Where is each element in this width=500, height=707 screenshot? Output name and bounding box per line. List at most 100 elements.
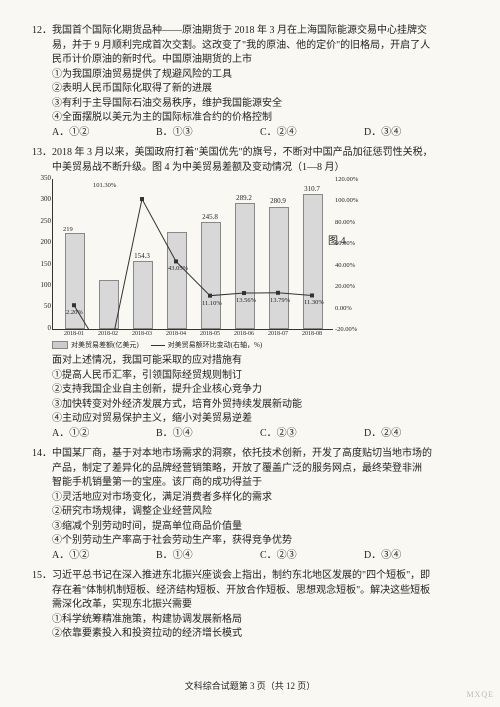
q13-o3: ③加快转变对外经济发展方式，培育外贸持续发展新动能: [32, 398, 468, 413]
page-footer: 文科综合试题第 3 页（共 12 页）: [0, 680, 500, 693]
q12-o2: ②表明人民币国际化取得了新的进展: [32, 82, 468, 97]
yright-tick: 20.00%: [335, 282, 367, 291]
line-series: [53, 179, 333, 329]
q14-o3: ③缩减个别劳动时间，提高单位商品价值量: [32, 520, 468, 535]
yright-tick: -20.00%: [335, 325, 367, 334]
q13-stem1: 2018 年 3 月以来，美国政府打着"美国优先"的旗号，不断对中国产品加征惩罚…: [52, 147, 433, 158]
yright-tick: 80.00%: [335, 218, 367, 227]
q12-o1: ①为我国原油贸易提供了规避风险的工具: [32, 68, 468, 83]
yleft-tick: 300: [33, 194, 51, 204]
q15-o2: ②依靠要素投入和投资拉动的经济增长模式: [32, 627, 468, 642]
x-tick: 2018-08: [297, 330, 327, 339]
q12-stem3: 民币计价原油的新时代。中国原油期货的上市: [32, 53, 468, 68]
x-tick: 2018-04: [161, 330, 191, 339]
yright-tick: 40.00%: [335, 261, 367, 270]
trade-chart: 050100150200250300350120.00%100.00%80.00…: [52, 179, 333, 330]
bar: [201, 222, 221, 329]
yleft-tick: 50: [33, 301, 51, 311]
swatch-line: [151, 345, 165, 346]
q13-num: 13．: [32, 147, 52, 158]
q13-after: 面对上述情况，我国可能采取的应对措施有: [32, 354, 468, 369]
bar-label: 154.3: [129, 251, 155, 261]
q12-o4: ④全面摆脱以美元为主的国际标准合约的价格控制: [32, 111, 468, 126]
question-13: 13．2018 年 3 月以来，美国政府打着"美国优先"的旗号，不断对中国产品加…: [32, 146, 468, 441]
x-tick: 2018-05: [195, 330, 225, 339]
q13-options: A．①② B．①④ C．②③ D．②④: [32, 427, 468, 442]
legend2-text: 对美贸易额环比变动(右轴，%): [168, 340, 263, 350]
q13-o4: ④主动应对贸易保护主义，缩小对美贸易逆差: [32, 412, 468, 427]
x-tick: 2018-06: [229, 330, 259, 339]
chart-wrap: 050100150200250300350120.00%100.00%80.00…: [32, 179, 468, 330]
bar-label: 310.7: [299, 184, 325, 194]
legend1-text: 对美贸易差额(亿美元): [71, 340, 139, 350]
q14-c: C．②③: [260, 549, 364, 564]
bar: [167, 232, 187, 329]
bar: [133, 261, 153, 329]
q12-c: C．②④: [260, 126, 364, 141]
bar: [303, 194, 323, 329]
q15-num: 15．: [32, 570, 52, 581]
q13-c: C．②③: [260, 427, 364, 442]
q13-stem2: 中美贸易战不断升级。图 4 为中美贸易差额及变动情况（1—8 月）: [32, 161, 468, 176]
q13-b: B．①④: [156, 427, 260, 442]
watermark: MXQE: [466, 689, 494, 701]
pct-label: 13.79%: [270, 296, 290, 305]
bar-label: 280.9: [265, 196, 291, 206]
yleft-tick: 150: [33, 259, 51, 269]
pct-top-label: 101.30%: [93, 181, 116, 190]
yright-tick: 0.00%: [335, 304, 367, 313]
q14-num: 14．: [32, 448, 52, 459]
q15-stem2: 存在着"体制机制短板、经济结构短板、开放合作短板、思想观念短板"。解决这些短板: [32, 584, 468, 599]
figure-label: 图 4: [328, 235, 346, 250]
q14-o2: ②研究市场规律，调整企业经营风险: [32, 505, 468, 520]
pct-label: 11.30%: [304, 298, 324, 307]
question-15: 15．习近平总书记在深入推进东北振兴座谈会上指出，制约东北地区发展的"四个短板"…: [32, 569, 468, 642]
yleft-tick: 200: [33, 237, 51, 247]
q13-o2: ②支持我国企业自主创新，提升企业核心竞争力: [32, 383, 468, 398]
yleft-tick: 100: [33, 280, 51, 290]
yleft-tick: 250: [33, 216, 51, 226]
q13-d: D．②④: [364, 427, 468, 442]
bar-label: 289.2: [231, 193, 257, 203]
legend-line: 对美贸易额环比变动(右轴，%): [151, 340, 263, 350]
pct-label: 11.10%: [202, 299, 222, 308]
q14-d: D．③④: [364, 549, 468, 564]
q15-stem3: 需深化改革，实现东北振兴需要: [32, 598, 468, 613]
q12-b: B．①③: [156, 126, 260, 141]
q12-d: D．③④: [364, 126, 468, 141]
q15-stem1: 习近平总书记在深入推进东北振兴座谈会上指出，制约东北地区发展的"四个短板"，即: [52, 570, 430, 581]
x-tick: 2018-07: [263, 330, 293, 339]
x-tick: 2018-02: [93, 330, 123, 339]
yleft-tick: 0: [33, 323, 51, 333]
yright-tick: 100.00%: [335, 196, 367, 205]
q14-stem2: 产品，制定了差异化的品牌经营销策略，开放了覆盖广泛的服务网点，最终荣登非洲: [32, 462, 468, 477]
q14-options: A．①② B．①④ C．②③ D．③④: [32, 549, 468, 564]
bar0-label: 219: [63, 225, 73, 234]
q14-stem1: 中国某厂商，基于对本地市场需求的洞察，依托技术创新，开发了高度贴切当地市场的: [52, 448, 432, 459]
x-tick: 2018-03: [127, 330, 157, 339]
yright-tick: 120.00%: [335, 175, 367, 184]
q12-o3: ③有利于主导国际石油交易秩序，维护我国能源安全: [32, 97, 468, 112]
question-12: 12．我国首个国际化期货品种——原油期货于 2018 年 3 月在上海国际能源交…: [32, 24, 468, 140]
x-tick: 2018-01: [59, 330, 89, 339]
q13-o1: ①提高人民币汇率，引领国际经贸规则制订: [32, 369, 468, 384]
chart-legend: 对美贸易差额(亿美元) 对美贸易额环比变动(右轴，%): [32, 340, 468, 350]
q12-options: A．①② B．①③ C．②④ D．③④: [32, 126, 468, 141]
q14-stem3: 智能手机销量第一的宝座。该厂商的成功得益于: [32, 476, 468, 491]
q12-stem1: 我国首个国际化期货品种——原油期货于 2018 年 3 月在上海国际能源交易中心…: [52, 25, 427, 36]
swatch-bar: [52, 341, 68, 349]
q15-o1: ①科学统筹精准施策，构建协调发展新格局: [32, 613, 468, 628]
q12-stem2: 易，并于 9 月顺利完成首次交割。这改变了"我的原油、他的定价"的旧格局，开启了…: [32, 39, 468, 54]
pct-label: 43.05%: [168, 264, 188, 273]
bar: [99, 280, 119, 329]
q12-num: 12．: [32, 25, 52, 36]
q14-b: B．①④: [156, 549, 260, 564]
pct-label: 2.20%: [66, 308, 83, 317]
q12-a: A．①②: [52, 126, 156, 141]
legend-bar: 对美贸易差额(亿美元): [52, 340, 139, 350]
q14-o1: ①灵活地应对市场变化，满足消费者多样化的需求: [32, 491, 468, 506]
bar: [269, 207, 289, 329]
q14-o4: ④个别劳动生产率高于社会劳动生产率，获得竞争优势: [32, 534, 468, 549]
yleft-tick: 350: [33, 173, 51, 183]
q14-a: A．①②: [52, 549, 156, 564]
